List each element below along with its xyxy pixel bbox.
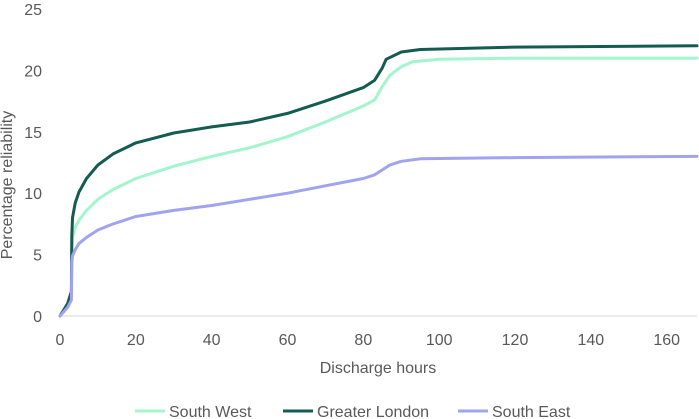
x-tick-label: 0 [56, 332, 65, 349]
y-tick-label: 15 [24, 125, 42, 142]
x-tick-label: 120 [502, 332, 529, 349]
x-axis-title: Discharge hours [320, 360, 437, 377]
legend-item: South East [458, 404, 571, 419]
series-lines [58, 44, 699, 318]
x-tick-label: 80 [354, 332, 372, 349]
series-line-greater-london [58, 44, 699, 318]
legend-label: South East [492, 404, 571, 419]
y-axis-ticks: 0 5 10 15 20 25 [24, 2, 42, 326]
x-tick-label: 140 [577, 332, 604, 349]
y-tick-label: 20 [24, 63, 42, 80]
legend-item: South West [135, 404, 252, 419]
y-tick-label: 5 [33, 248, 42, 265]
series-line-south-west [58, 56, 699, 318]
y-axis-title: Percentage reliability [0, 111, 16, 260]
y-tick-label: 25 [24, 2, 42, 19]
series-line-south-east [58, 154, 699, 318]
legend-item: Greater London [283, 404, 429, 419]
x-tick-label: 160 [653, 332, 680, 349]
x-tick-label: 40 [203, 332, 221, 349]
y-tick-label: 10 [24, 186, 42, 203]
legend: South West Greater London South East [135, 404, 571, 419]
x-tick-label: 60 [279, 332, 297, 349]
x-tick-label: 100 [426, 332, 453, 349]
legend-label: Greater London [317, 404, 429, 419]
x-tick-label: 20 [127, 332, 145, 349]
y-tick-label: 0 [33, 309, 42, 326]
x-axis-ticks: 0 20 40 60 80 100 120 140 160 [56, 332, 681, 349]
legend-label: South West [169, 404, 252, 419]
